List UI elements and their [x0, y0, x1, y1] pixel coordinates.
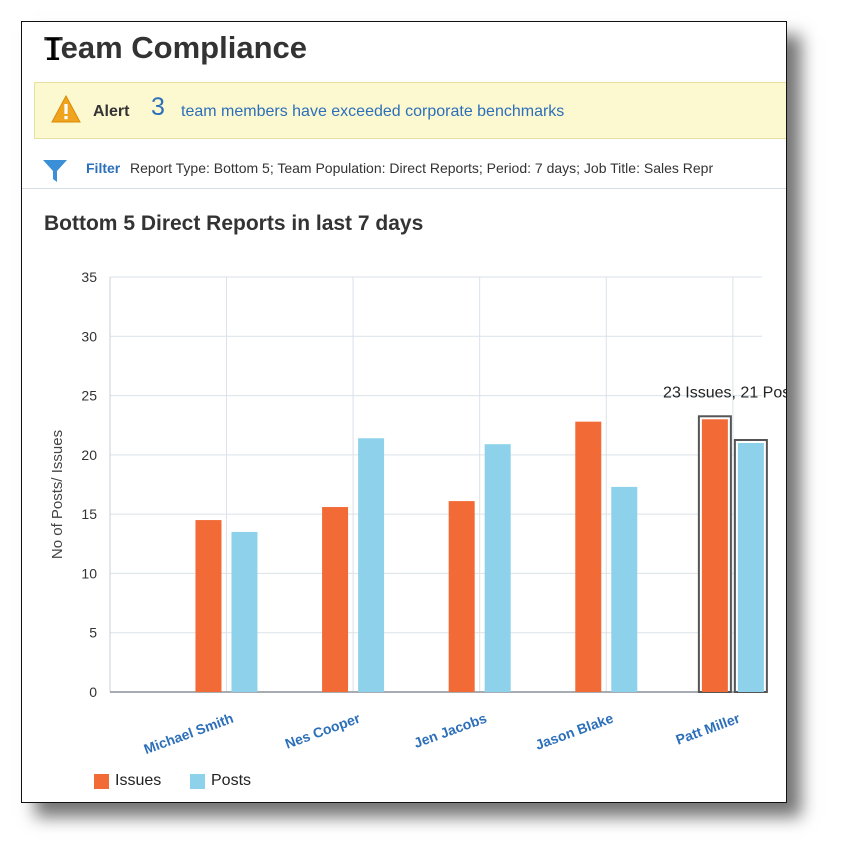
legend-swatch-posts — [190, 774, 205, 789]
alert-banner: Alert 3 team members have exceeded corpo… — [34, 82, 786, 139]
page-title: Team Compliance — [44, 30, 308, 65]
y-tick-label: 5 — [89, 625, 97, 641]
bar-issues-jen-jacobs[interactable] — [448, 501, 475, 692]
alert-message-link[interactable]: team members have exceeded corporate ben… — [181, 103, 565, 120]
bar-posts-jen-jacobs[interactable] — [484, 444, 511, 692]
alert-label: Alert — [93, 103, 130, 120]
bar-posts-nes-cooper[interactable] — [358, 438, 385, 692]
bar-issues-michael-smith[interactable] — [195, 520, 222, 692]
y-tick-label: 15 — [81, 506, 97, 522]
x-tick-label[interactable]: Jason Blake — [533, 710, 615, 753]
bar-posts-jason-blake[interactable] — [611, 486, 638, 692]
bar-chart: 0 5 10 15 20 25 30 35 No of Posts/ Issues Michael… — [49, 269, 786, 757]
x-tick-label[interactable]: Jen Jacobs — [412, 710, 489, 751]
x-tick-label[interactable]: Nes Cooper — [283, 710, 363, 752]
y-tick-label: 0 — [89, 684, 97, 700]
bar-issues-nes-cooper[interactable] — [322, 507, 349, 692]
legend-label-posts: Posts — [211, 772, 252, 789]
app-window: Team Compliance I Alert 3 team members h… — [21, 21, 787, 803]
filter-link[interactable]: Filter — [86, 160, 121, 176]
y-tick-label: 20 — [81, 447, 97, 463]
bar-issues-jason-blake[interactable] — [575, 421, 602, 692]
y-tick-label: 30 — [81, 328, 97, 344]
y-tick-label: 25 — [81, 388, 97, 404]
bar-issues-patt-miller[interactable] — [701, 419, 728, 692]
chart-title: Bottom 5 Direct Reports in last 7 days — [44, 212, 424, 235]
text-cursor-icon: I — [44, 33, 63, 68]
legend-label-issues: Issues — [115, 772, 162, 789]
bar-posts-patt-miller[interactable] — [737, 443, 764, 692]
chart-tooltip: 23 Issues, 21 Posts — [663, 384, 786, 401]
legend-swatch-issues — [94, 774, 109, 789]
filter-criteria: Report Type: Bottom 5; Team Population: … — [130, 160, 714, 176]
y-tick-label: 35 — [81, 269, 97, 285]
y-axis-title: No of Posts/ Issues — [49, 430, 66, 559]
funnel-icon[interactable] — [42, 158, 68, 184]
x-tick-label[interactable]: Michael Smith — [142, 710, 236, 757]
warning-icon — [51, 95, 81, 123]
x-tick-label[interactable]: Patt Miller — [674, 710, 743, 748]
y-tick-label: 10 — [81, 565, 97, 581]
filter-bar: Filter Report Type: Bottom 5; Team Popul… — [22, 150, 786, 189]
bar-posts-michael-smith[interactable] — [231, 531, 258, 692]
alert-count-link[interactable]: 3 — [151, 93, 165, 121]
